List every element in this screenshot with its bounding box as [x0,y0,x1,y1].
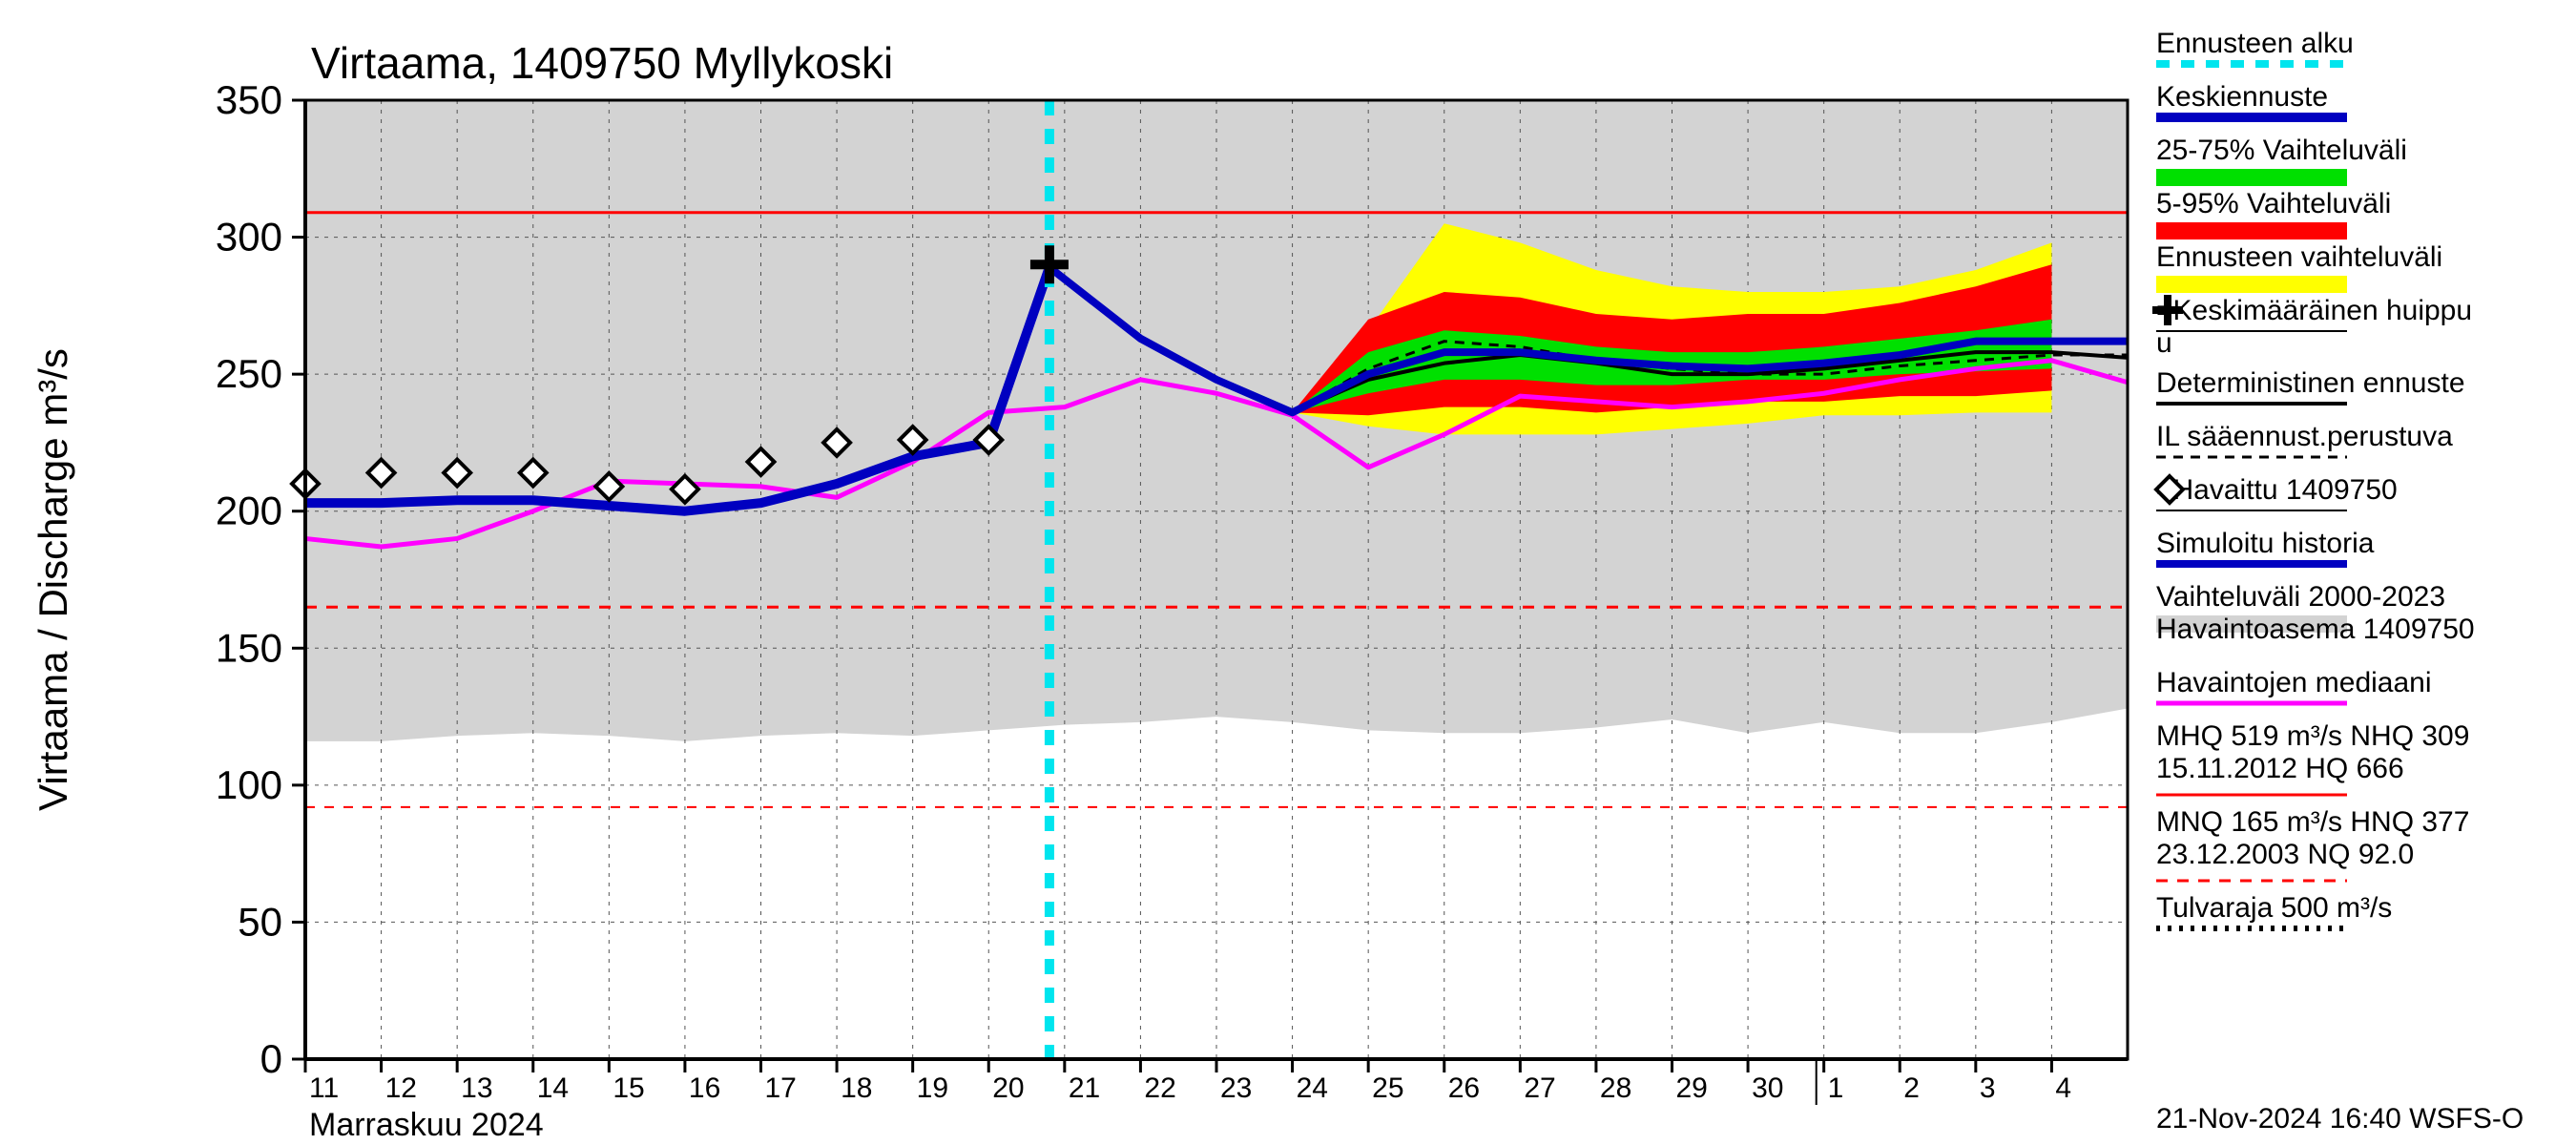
legend-label: =Havaittu 1409750 [2156,474,2398,506]
x-tick-label: 14 [537,1072,569,1104]
y-tick-label: 150 [216,625,282,670]
x-tick-label: 4 [2055,1072,2071,1104]
y-tick-label: 50 [238,899,282,944]
y-tick-label: 350 [216,77,282,122]
legend-label: Havaintojen mediaani [2156,667,2432,698]
legend-label: Tulvaraja 500 m³/s [2156,892,2392,924]
chart-container: 0 50 100 150 200 250 300 350 Virtaama / Discharg… [0,0,2576,1145]
legend-label: Simuloitu historia [2156,528,2375,559]
x-tick-label: 24 [1297,1072,1328,1104]
y-tick-label: 250 [216,351,282,396]
x-tick-label: 20 [992,1072,1024,1104]
x-tick-label: 17 [765,1072,797,1104]
x-tick-label: 29 [1676,1072,1708,1104]
x-tick-label: 11 [309,1072,339,1104]
x-tick-label: 30 [1752,1072,1783,1104]
legend-label: MHQ 519 m³/s NHQ 309 [2156,720,2469,752]
x-tick-label: 25 [1372,1072,1403,1104]
x-tick-label: 15 [613,1072,644,1104]
footer-timestamp: 21-Nov-2024 16:40 WSFS-O [2156,1103,2524,1135]
y-tick-label: 300 [216,215,282,260]
x-tick-label: 3 [1980,1072,1996,1104]
legend-label: IL sääennust.perustuva [2156,421,2453,452]
x-tick-label: 23 [1220,1072,1252,1104]
legend-label: MNQ 165 m³/s HNQ 377 [2156,806,2469,838]
legend-sublabel: 15.11.2012 HQ 666 [2156,753,2404,784]
legend-label: Vaihteluväli 2000-2023 [2156,581,2445,613]
x-tick-label: 26 [1448,1072,1480,1104]
y-tick-label: 100 [216,762,282,807]
legend-label: Ennusteen vaihteluväli [2156,241,2442,273]
legend-label: Keskiennuste [2156,81,2328,113]
y-tick-label: 0 [260,1036,282,1081]
legend-label: Ennusteen alku [2156,28,2354,59]
x-tick-label: 28 [1600,1072,1631,1104]
legend-label: Deterministinen ennuste [2156,367,2465,399]
svg-text:u: u [2156,327,2172,359]
x-tick-label: 13 [461,1072,492,1104]
legend-sublabel: Havaintoasema 1409750 [2156,614,2475,645]
chart-svg: 0 50 100 150 200 250 300 350 Virtaama / Discharg… [0,0,2576,1145]
chart-title: Virtaama, 1409750 Myllykoski [311,38,893,88]
legend-label: 5-95% Vaihteluväli [2156,188,2391,219]
legend-sublabel: 23.12.2003 NQ 92.0 [2156,839,2414,870]
legend-label: 25-75% Vaihteluväli [2156,135,2407,166]
x-tick-label: 16 [689,1072,720,1104]
x-tick-label: 2 [1903,1072,1920,1104]
x-tick-label: 22 [1144,1072,1175,1104]
x-tick-label: 19 [917,1072,948,1104]
x-tick-label: 27 [1524,1072,1555,1104]
y-axis-label: Virtaama / Discharge m³/s [31,348,75,811]
y-tick-label: 200 [216,489,282,533]
x-tick-label: 21 [1069,1072,1100,1104]
x-tick-label: 18 [841,1072,872,1104]
legend-label: =Keskimääräinen huippu [2156,295,2472,326]
x-tick-label: 12 [385,1072,417,1104]
x-tick-label: 1 [1828,1072,1844,1104]
x-month-label-top: Marraskuu 2024 [309,1107,544,1143]
